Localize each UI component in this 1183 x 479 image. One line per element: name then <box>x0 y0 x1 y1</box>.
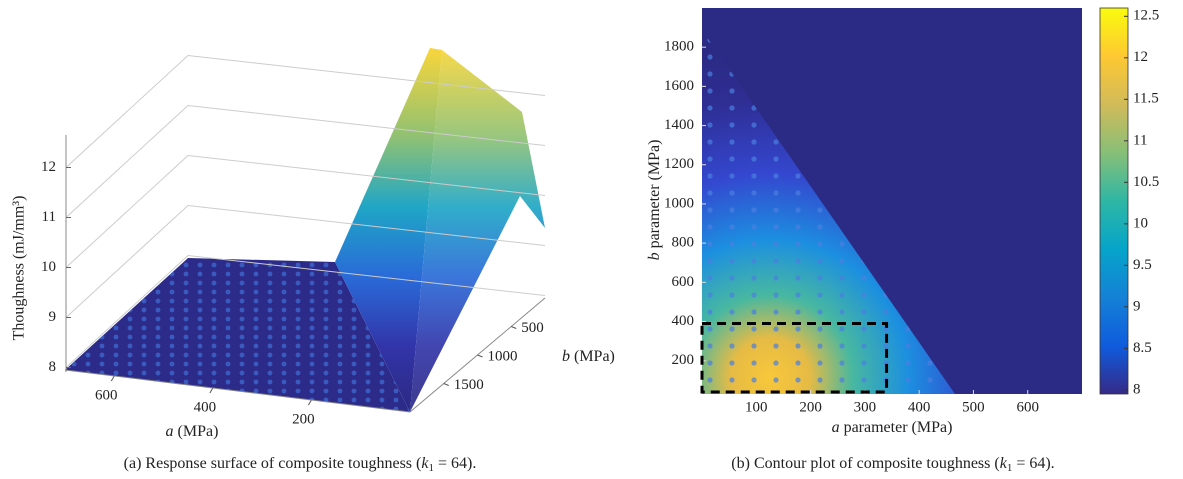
y-tick-label: 1800 <box>664 39 694 55</box>
x-tick-label: 300 <box>854 399 877 415</box>
z-tick-label: 9 <box>49 309 57 325</box>
ridge-surface <box>410 50 545 412</box>
caption-part: (a) Response surface of composite toughn… <box>124 455 422 472</box>
x-tick-label: 400 <box>908 399 931 415</box>
x-tick-label: 500 <box>962 399 985 415</box>
caption-part: 1 <box>428 462 434 474</box>
colorbar-tick-label: 11 <box>1133 132 1147 148</box>
caption-part: (b) Contour plot of composite toughness … <box>731 455 999 472</box>
y-tick-label: 1200 <box>664 156 694 172</box>
colorbar-tick-label: 9.5 <box>1133 257 1152 273</box>
grid-line <box>65 54 546 168</box>
z-tick-label: 10 <box>41 259 56 275</box>
caption: (a) Response surface of composite toughn… <box>124 455 477 474</box>
y-axis-label: b parameter (MPa) <box>646 140 663 261</box>
tick-mark <box>307 399 312 406</box>
y-tick-label: 600 <box>672 274 695 290</box>
y-axis-label-part: (MPa) <box>570 348 615 365</box>
colorbar-tick-label: 11.5 <box>1133 91 1159 107</box>
z-tick-label: 12 <box>41 159 56 175</box>
z-tick-label: 11 <box>42 209 56 225</box>
y-tick-label: 200 <box>672 352 695 368</box>
y-tick-label: 800 <box>672 235 695 251</box>
x-axis-label-part: a <box>832 419 840 436</box>
colorbar-tick-label: 10 <box>1133 215 1148 231</box>
colorbar-tick-label: 8.5 <box>1133 340 1152 356</box>
x-axis-label-part: parameter (MPa) <box>840 419 953 436</box>
y-tick-label: 1000 <box>664 195 694 211</box>
x-axis-label: a parameter (MPa) <box>832 419 953 436</box>
x-tick-label: 200 <box>292 411 315 427</box>
x-tick-label: 600 <box>1016 399 1039 415</box>
ridge-surface <box>335 48 442 412</box>
x-axis <box>64 369 411 413</box>
y-axis-label-part: parameter (MPa) <box>646 140 663 253</box>
highlight-box <box>700 321 889 394</box>
y-tick-label: 500 <box>521 320 544 336</box>
tick-mark <box>511 326 517 329</box>
caption-part: = 64). <box>434 455 476 472</box>
sample-points <box>65 258 410 412</box>
colorbar-tick-label: 12.5 <box>1133 8 1159 24</box>
caption-part: k <box>1000 455 1008 472</box>
z-axis-label: Thoughness (mJ/mm³) <box>11 196 28 341</box>
tick-mark <box>209 387 214 394</box>
grid-line <box>65 104 546 218</box>
x-tick-label: 200 <box>799 399 822 415</box>
y-axis-label: b (MPa) <box>562 348 615 365</box>
colorbar-tick-label: 9 <box>1133 298 1141 314</box>
colorbar-tick-label: 8 <box>1133 381 1141 397</box>
tick-mark <box>477 354 483 358</box>
caption-part: 1 <box>1007 462 1013 474</box>
grid-line <box>65 254 546 368</box>
x-tick-label: 100 <box>745 399 768 415</box>
y-tick-label: 400 <box>672 313 695 329</box>
x-axis-label-part: (MPa) <box>174 423 219 440</box>
z-tick-label: 8 <box>49 359 57 375</box>
colorbar-tick-label: 12 <box>1133 49 1148 65</box>
colorbar <box>1099 7 1129 395</box>
caption-part: k <box>421 455 429 472</box>
x-tick-label: 400 <box>194 399 217 415</box>
y-tick-label: 1000 <box>488 348 518 364</box>
contour-plot <box>702 8 1082 394</box>
y-tick-label: 1500 <box>454 377 484 393</box>
y-tick-label: 1600 <box>664 78 694 94</box>
grid-line <box>65 204 546 318</box>
colorbar-tick-label: 10.5 <box>1133 174 1159 190</box>
tick-mark <box>443 383 449 386</box>
tick-mark <box>110 375 115 382</box>
grid-line <box>65 154 546 268</box>
y-axis-label-part: b <box>562 348 570 365</box>
x-tick-label: 600 <box>95 387 118 403</box>
caption-part: = 64). <box>1012 455 1054 472</box>
caption: (b) Contour plot of composite toughness … <box>731 455 1054 474</box>
surface-plot <box>65 48 545 412</box>
y-tick-label: 1400 <box>664 117 694 133</box>
x-axis-label: a (MPa) <box>166 423 219 440</box>
y-axis-label-part: b <box>646 252 663 260</box>
x-axis-label-part: a <box>166 423 174 440</box>
